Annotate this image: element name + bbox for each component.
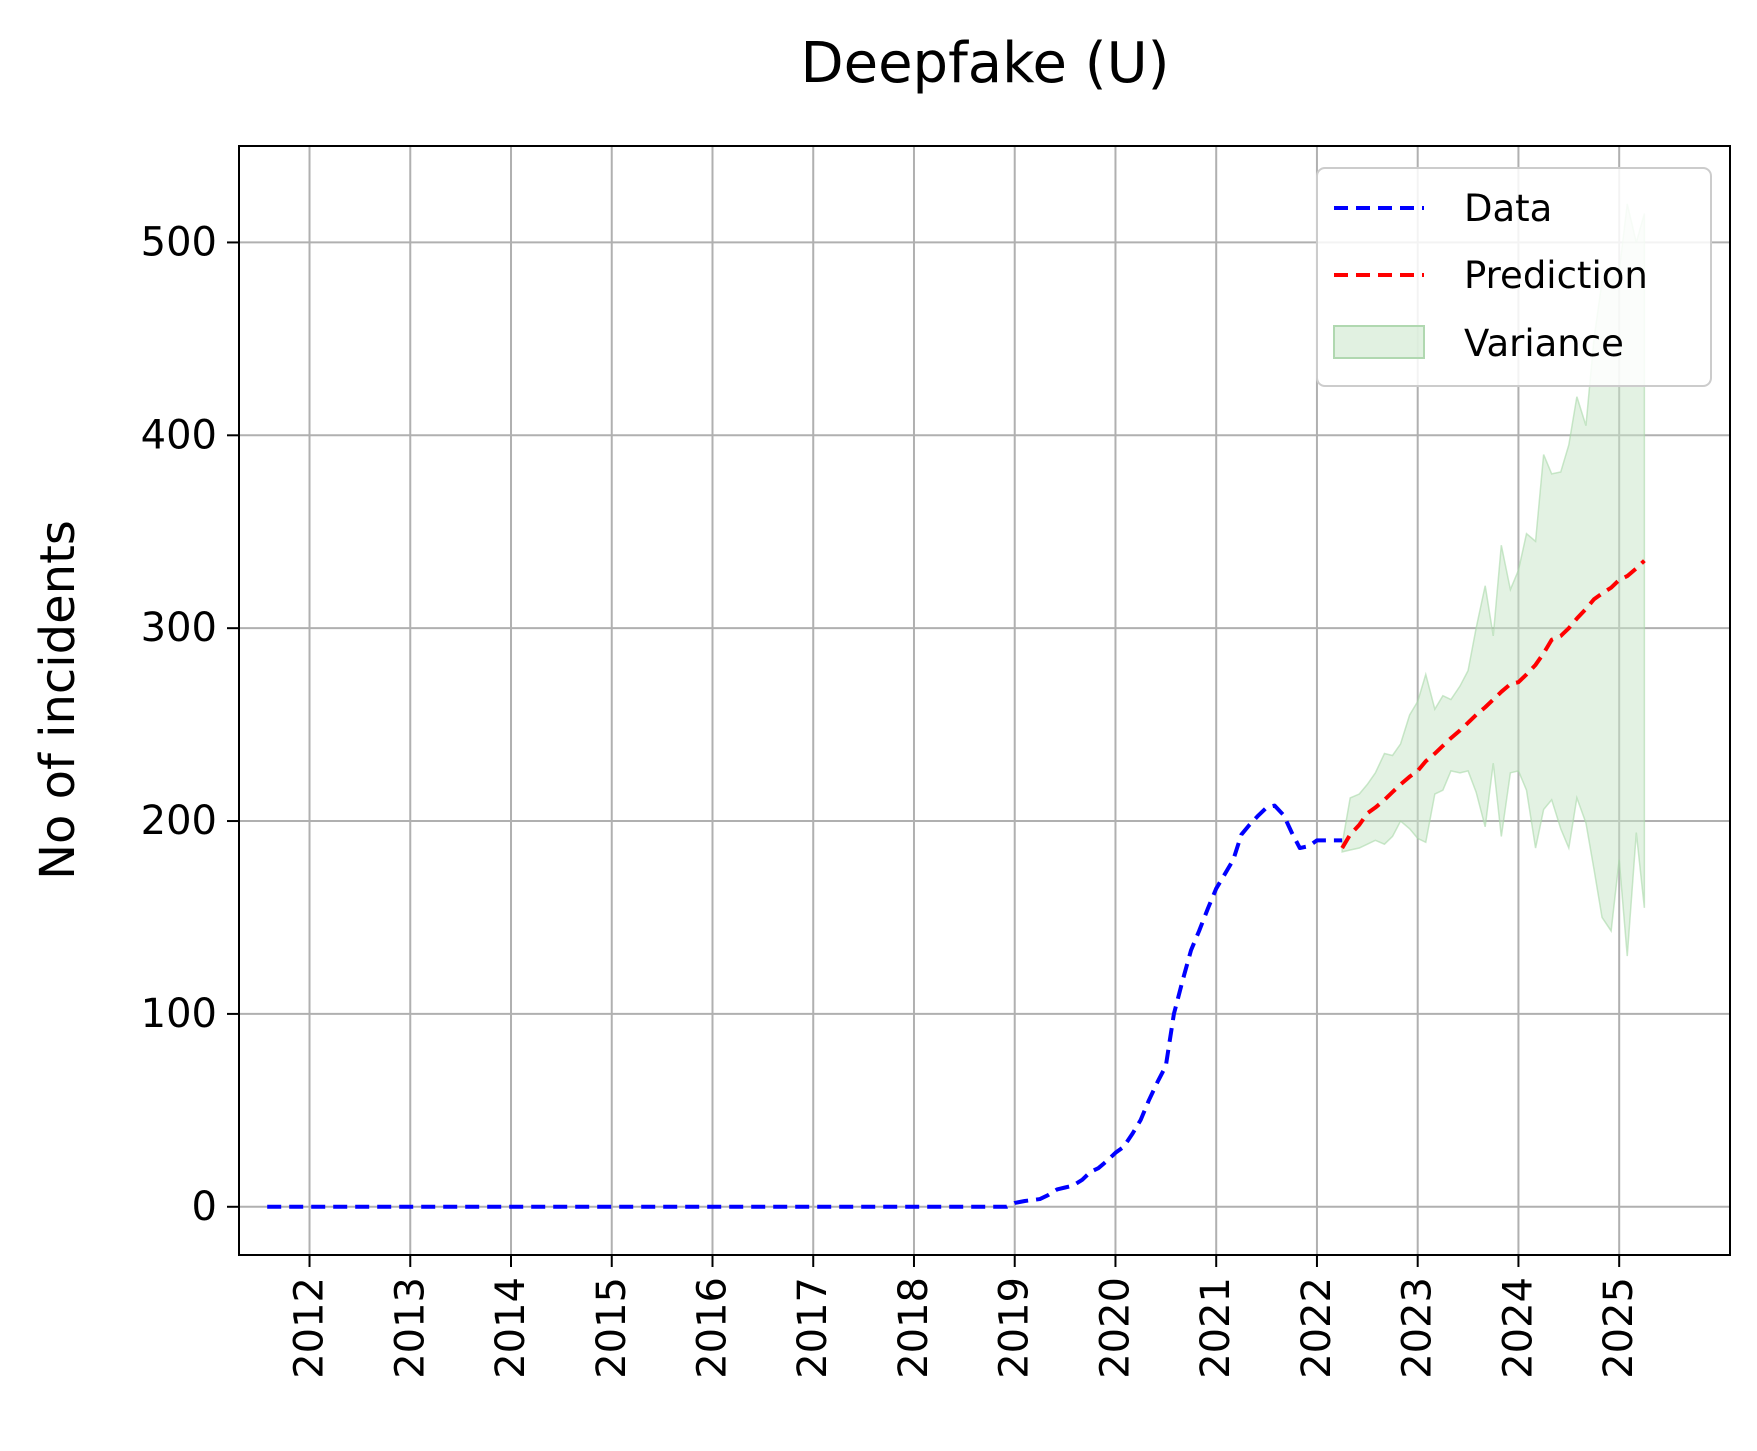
y-axis-label: No of incidents <box>30 520 86 880</box>
x-tick-label: 2023 <box>1395 1277 1441 1379</box>
y-tick-label: 100 <box>141 991 217 1037</box>
series-line-prediction <box>1340 559 1646 850</box>
y-tick-label: 500 <box>141 219 217 265</box>
x-tick-label: 2012 <box>287 1277 333 1379</box>
x-tick-label: 2024 <box>1495 1277 1541 1379</box>
x-tick-label: 2017 <box>790 1277 836 1379</box>
y-axis-ticks: 0 100 200 300 400 500 <box>141 219 239 1230</box>
x-tick-label: 2014 <box>488 1277 534 1379</box>
chart-title: Deepfake (U) <box>801 31 1170 96</box>
x-axis-ticks: 2012 2013 2014 2015 2016 2017 2018 2019 2020 2021… <box>287 1255 1642 1379</box>
x-tick-label: 2018 <box>891 1277 937 1379</box>
x-tick-label: 2013 <box>387 1277 433 1379</box>
legend-variance-swatch <box>1333 325 1425 359</box>
x-tick-label: 2019 <box>992 1277 1038 1379</box>
legend: Data Prediction Variance <box>1316 167 1712 387</box>
x-tick-label: 2025 <box>1596 1277 1642 1379</box>
x-tick-label: 2015 <box>589 1277 635 1379</box>
y-tick-label: 400 <box>141 412 217 458</box>
series-line-data <box>267 803 1343 1209</box>
legend-data-label: Data <box>1464 187 1552 230</box>
x-tick-label: 2016 <box>689 1277 735 1379</box>
x-tick-label: 2021 <box>1193 1277 1239 1379</box>
y-tick-label: 300 <box>141 605 217 651</box>
y-tick-label: 0 <box>192 1184 217 1230</box>
legend-variance-label: Variance <box>1464 322 1624 365</box>
series-lines <box>267 559 1646 1209</box>
legend-prediction-label: Prediction <box>1464 254 1648 297</box>
x-tick-label: 2020 <box>1092 1277 1138 1379</box>
x-tick-label: 2022 <box>1294 1277 1340 1379</box>
y-tick-label: 200 <box>141 798 217 844</box>
plot-frame <box>238 145 1731 1256</box>
